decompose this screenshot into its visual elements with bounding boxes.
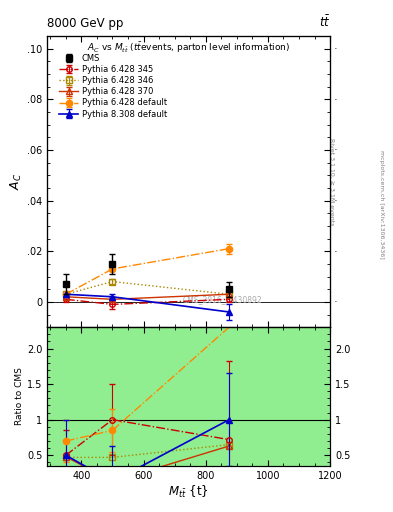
Text: 8000 GeV pp: 8000 GeV pp bbox=[47, 17, 123, 30]
Y-axis label: Ratio to CMS: Ratio to CMS bbox=[15, 368, 24, 425]
X-axis label: $M_{t\bar{t}}$ {t}: $M_{t\bar{t}}$ {t} bbox=[168, 483, 209, 500]
Legend: CMS, Pythia 6.428 345, Pythia 6.428 346, Pythia 6.428 370, Pythia 6.428 default,: CMS, Pythia 6.428 345, Pythia 6.428 346,… bbox=[57, 52, 170, 121]
Text: CMS_2016_I1430892: CMS_2016_I1430892 bbox=[183, 295, 263, 304]
Y-axis label: $A_C$: $A_C$ bbox=[9, 173, 24, 190]
Text: $A_C$ vs $M_{t\bar{t}}$ ($t\bar{t}$events, parton level information): $A_C$ vs $M_{t\bar{t}}$ ($t\bar{t}$event… bbox=[87, 40, 290, 55]
Text: mcplots.cern.ch [arXiv:1306.3436]: mcplots.cern.ch [arXiv:1306.3436] bbox=[379, 151, 384, 259]
Text: $t\bar{t}$: $t\bar{t}$ bbox=[319, 14, 330, 30]
Y-axis label: Rivet 3.1.10, ≥ 3.1M events: Rivet 3.1.10, ≥ 3.1M events bbox=[329, 138, 334, 225]
